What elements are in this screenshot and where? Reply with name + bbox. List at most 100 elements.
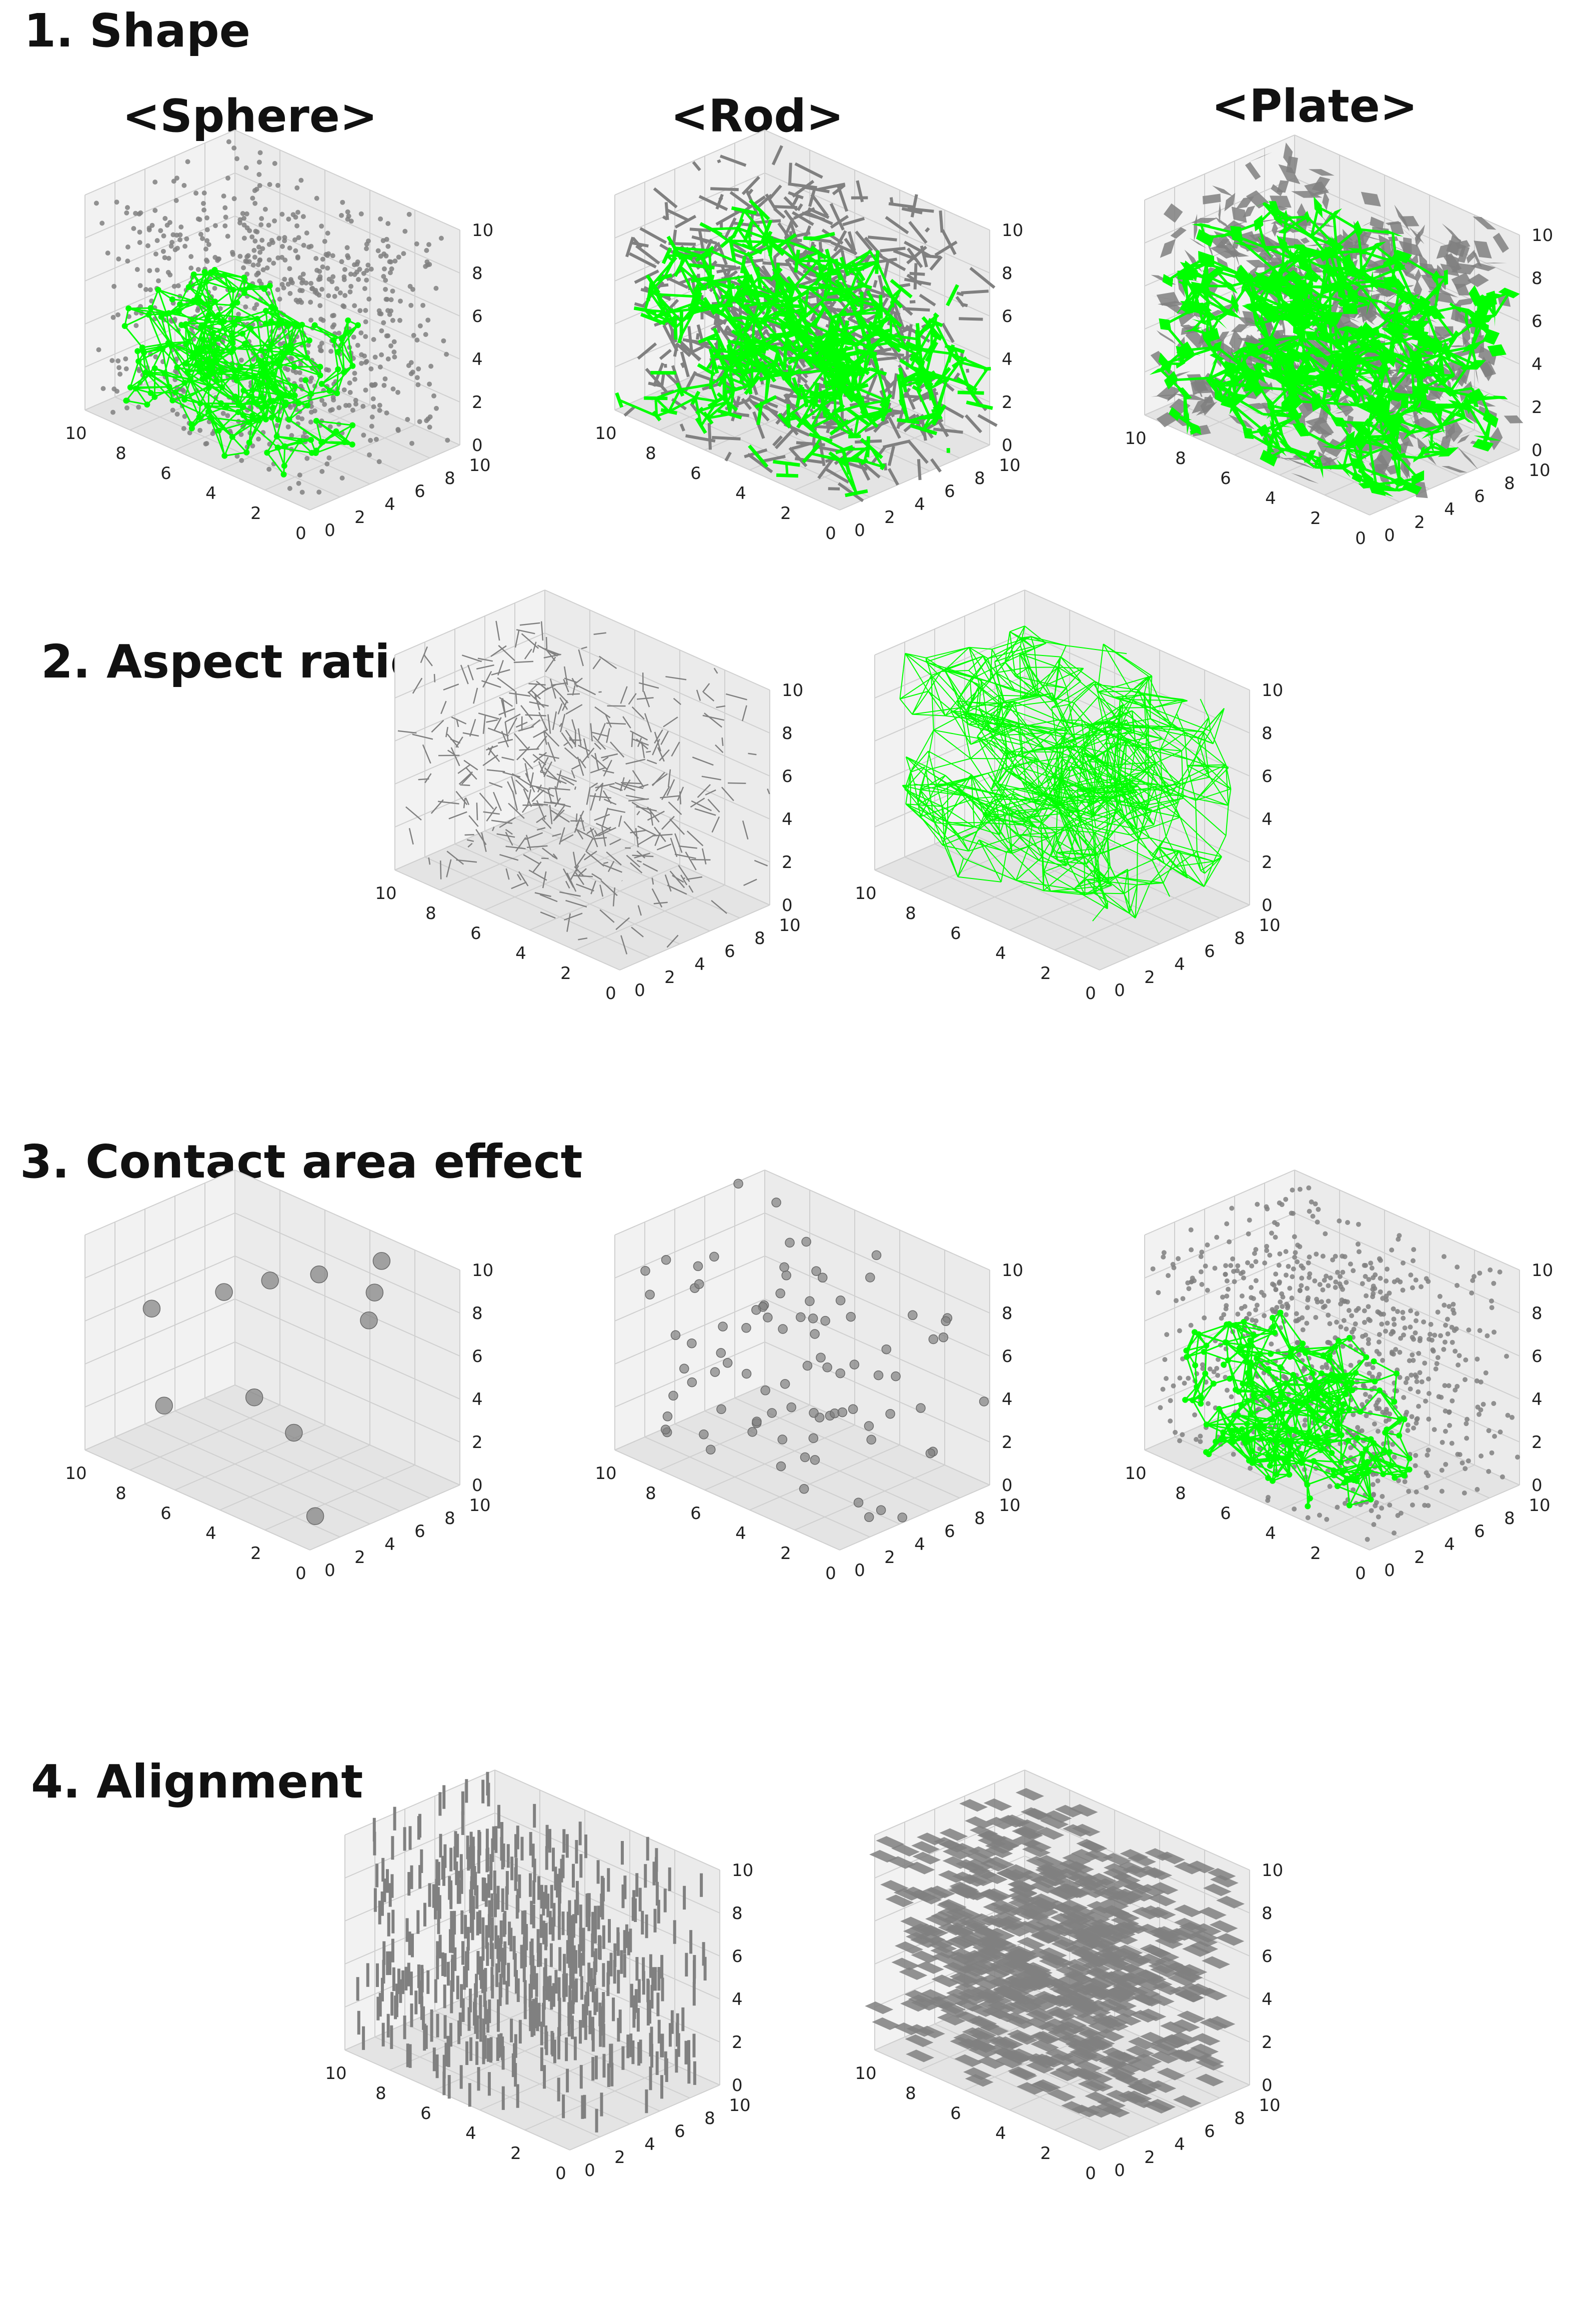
network-link xyxy=(124,308,129,326)
network-node xyxy=(207,414,213,421)
network-link xyxy=(266,436,278,454)
sphere-particle xyxy=(285,367,290,372)
network-plate xyxy=(1289,350,1300,362)
network-node xyxy=(304,402,311,408)
network-rod xyxy=(810,245,827,260)
network-node xyxy=(193,346,200,352)
plate-particle xyxy=(1212,186,1233,196)
x-tick-label: 6 xyxy=(690,464,701,484)
network-plate xyxy=(1289,392,1303,409)
network-link xyxy=(177,366,200,372)
sphere-particle xyxy=(171,284,177,289)
sphere-particle xyxy=(351,334,356,340)
sphere-particle xyxy=(241,265,246,270)
network-plate xyxy=(1342,303,1358,314)
network-rod xyxy=(797,299,808,318)
rod-particle xyxy=(977,414,998,427)
network-node xyxy=(261,403,267,410)
network-node xyxy=(221,272,228,278)
rod-particle xyxy=(906,248,923,268)
network-link xyxy=(341,338,353,366)
y-tick-label: 4 xyxy=(384,494,395,514)
network-node xyxy=(206,304,213,311)
sphere-particle xyxy=(417,419,422,424)
network-node xyxy=(243,449,250,456)
sphere-particle xyxy=(262,206,268,212)
network-node xyxy=(200,323,207,330)
sphere-particle xyxy=(184,236,189,242)
sphere-particle xyxy=(222,205,228,210)
network-link xyxy=(1241,348,1273,366)
network-rod xyxy=(957,390,984,395)
sphere-particle xyxy=(300,272,306,277)
sphere-particle xyxy=(344,245,350,250)
sphere-particle xyxy=(237,217,243,222)
subtitle-sphere: <Sphere> xyxy=(122,90,378,142)
sphere-particle xyxy=(372,354,378,360)
rod-particle xyxy=(783,394,802,420)
sphere-particle xyxy=(365,262,371,268)
network-link xyxy=(1358,228,1393,234)
network-link xyxy=(273,374,311,395)
sphere-particle xyxy=(177,237,182,242)
network-plate xyxy=(1358,462,1364,474)
sphere-particle xyxy=(395,390,400,395)
sphere-particle xyxy=(252,200,258,206)
sphere-particle xyxy=(359,360,364,366)
network-node xyxy=(212,298,218,305)
sphere-particle xyxy=(332,294,337,299)
network-node xyxy=(277,393,283,400)
network-rod xyxy=(773,344,786,370)
network-link xyxy=(277,447,285,466)
network-node xyxy=(252,400,258,406)
network-rod xyxy=(815,271,841,278)
rod-particle xyxy=(930,458,942,473)
network-rod xyxy=(783,294,793,320)
sphere-particle xyxy=(296,480,301,486)
sphere-particle xyxy=(383,253,389,258)
sphere-particle xyxy=(204,258,210,264)
sphere-particle xyxy=(381,274,386,279)
plate-particle xyxy=(1231,206,1247,223)
sphere-particle xyxy=(198,232,203,237)
network-rod xyxy=(910,424,938,436)
plate-particle xyxy=(1192,398,1210,414)
network-link xyxy=(748,288,776,299)
network-node xyxy=(295,400,302,406)
network-plate xyxy=(1229,398,1239,414)
rod-particle xyxy=(765,194,778,211)
rod-particle xyxy=(645,368,668,393)
network-link xyxy=(142,342,168,348)
sphere-particle xyxy=(309,376,314,381)
plate-particle xyxy=(1312,339,1333,355)
rod-particle xyxy=(722,330,740,340)
sphere-particle xyxy=(260,246,265,252)
rod-particle xyxy=(660,372,665,386)
network-plate xyxy=(1434,281,1443,297)
sphere-particle xyxy=(241,236,247,241)
y-tick-label: 8 xyxy=(974,468,985,488)
network-node xyxy=(282,344,289,350)
network-node xyxy=(196,368,203,375)
network-rod xyxy=(755,266,762,289)
network-rod xyxy=(726,344,733,364)
network-plate xyxy=(1409,351,1417,360)
sphere-particle xyxy=(334,286,339,292)
network-plate xyxy=(1397,364,1404,376)
rod-particle xyxy=(772,435,783,446)
rod-particle xyxy=(833,230,847,252)
y-tick-label: 2 xyxy=(884,508,895,528)
network-link xyxy=(288,419,323,443)
sphere-particle xyxy=(339,476,345,481)
plate-particle xyxy=(1248,402,1269,410)
network-rod xyxy=(898,399,904,406)
sphere-particle xyxy=(294,185,300,190)
sphere-particle xyxy=(282,258,288,263)
network-node xyxy=(268,414,275,421)
network-rod xyxy=(761,219,773,242)
plate-particle xyxy=(1361,192,1381,207)
network-node xyxy=(308,436,314,443)
network-rod xyxy=(872,354,880,369)
network-link xyxy=(201,317,216,350)
